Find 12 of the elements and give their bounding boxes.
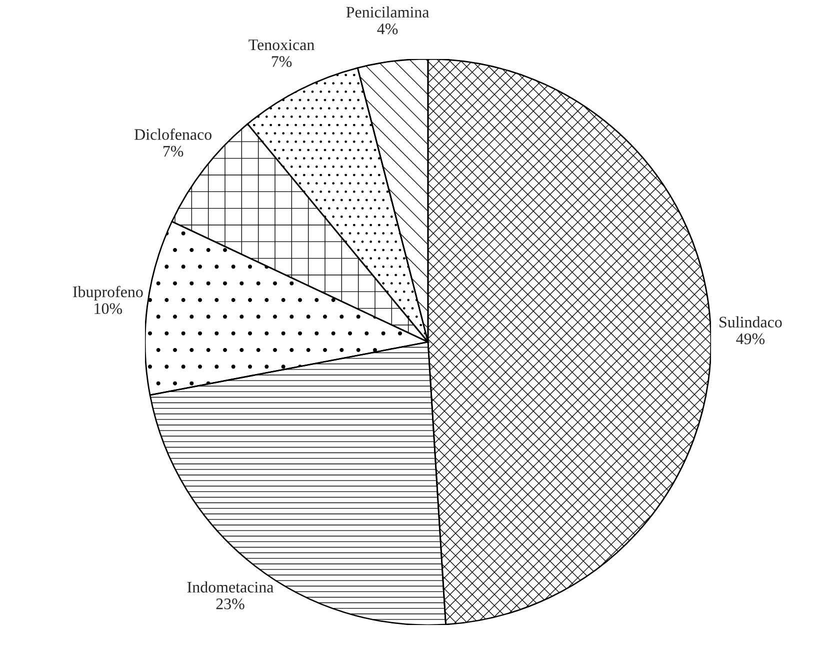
- slice-label: Sulindaco: [720, 316, 782, 328]
- slice-label: Ibuprofeno: [73, 286, 143, 301]
- data-label: 10%: [94, 303, 122, 314]
- data-label: 23%: [216, 598, 244, 610]
- slice-label: Diclofenaco: [134, 128, 212, 140]
- data-label: 7%: [163, 146, 184, 157]
- slice-label: Tenoxican: [248, 39, 314, 50]
- slice-label: Indometacina: [187, 581, 274, 593]
- data-label: 49%: [736, 333, 765, 344]
- data-label: 4%: [377, 23, 398, 34]
- data-label: 7%: [272, 56, 292, 67]
- slice-label: Penicilamina: [346, 6, 430, 18]
